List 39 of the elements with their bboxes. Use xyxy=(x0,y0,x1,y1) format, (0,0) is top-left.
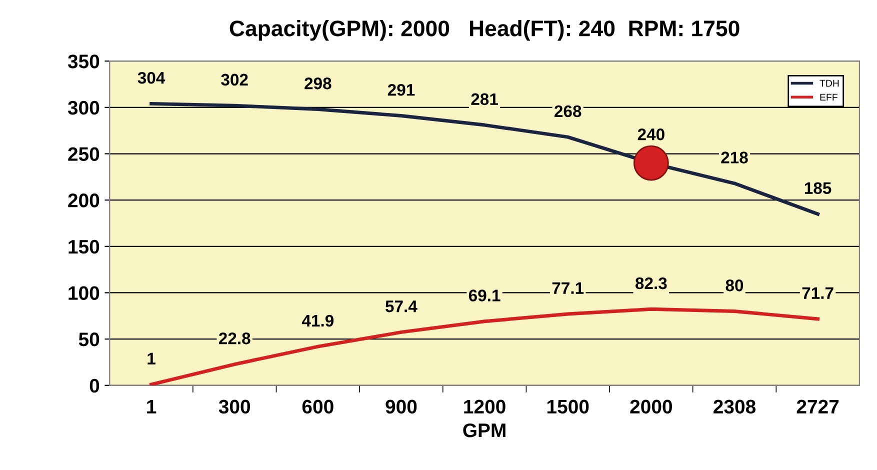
data-label: 268 xyxy=(554,105,582,118)
y-tick-label: 250 xyxy=(68,147,100,161)
x-tick-label: 2000 xyxy=(630,400,672,414)
x-tick-label: 1 xyxy=(147,400,156,414)
y-tick-label: 350 xyxy=(68,54,100,68)
y-tick-label: 300 xyxy=(68,100,100,115)
y-tick-label: 100 xyxy=(68,286,100,300)
y-tick-label: 200 xyxy=(68,194,100,208)
data-label: 291 xyxy=(388,84,415,96)
x-tick-label: 1200 xyxy=(464,400,506,414)
chart-title: Capacity(GPM): 2000 Head(FT): 240 RPM: 1750 xyxy=(230,20,740,41)
x-tick-label: 2727 xyxy=(796,400,839,414)
data-label: 185 xyxy=(804,182,832,194)
data-label: 218 xyxy=(721,152,748,164)
x-tick-label: 900 xyxy=(386,400,417,414)
data-label: 298 xyxy=(304,78,332,90)
y-tick-label: 50 xyxy=(78,332,100,346)
data-label: 304 xyxy=(138,72,166,84)
legend-label: EFF xyxy=(820,94,838,101)
x-tick-label: 2308 xyxy=(714,400,756,414)
data-label: 77.1 xyxy=(552,282,584,294)
legend-label: TDH xyxy=(820,80,839,87)
data-label: 281 xyxy=(471,93,498,106)
data-label: 1 xyxy=(148,352,156,364)
data-label: 82.3 xyxy=(635,277,667,290)
data-label: 302 xyxy=(221,74,248,86)
x-axis-title: GPM xyxy=(463,423,506,438)
data-label: 240 xyxy=(638,128,664,140)
y-tick-label: 0 xyxy=(90,378,100,393)
data-label: 71.7 xyxy=(802,287,834,299)
data-label: 69.1 xyxy=(468,290,500,302)
x-tick-label: 300 xyxy=(218,400,250,414)
data-label: 22.8 xyxy=(218,332,250,344)
x-tick-label: 1500 xyxy=(547,400,589,414)
y-tick-label: 150 xyxy=(68,240,100,254)
data-label: 41.9 xyxy=(302,314,334,327)
data-label: 80 xyxy=(726,280,744,292)
x-tick-label: 600 xyxy=(302,400,334,414)
data-label: 57.4 xyxy=(386,300,418,312)
